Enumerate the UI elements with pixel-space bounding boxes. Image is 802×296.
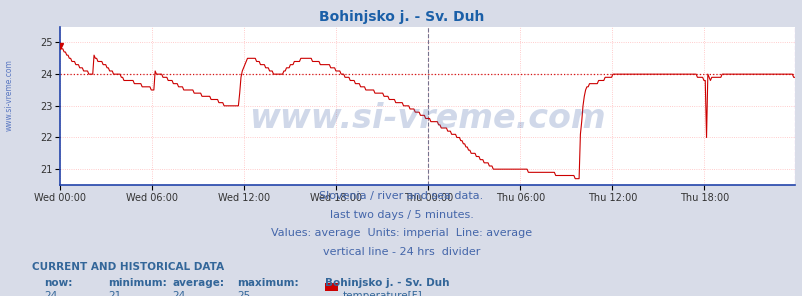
Text: Slovenia / river and sea data.: Slovenia / river and sea data. xyxy=(319,191,483,201)
Text: www.si-vreme.com: www.si-vreme.com xyxy=(5,59,14,131)
Text: minimum:: minimum: xyxy=(108,278,167,288)
Text: vertical line - 24 hrs  divider: vertical line - 24 hrs divider xyxy=(322,247,480,257)
Text: CURRENT AND HISTORICAL DATA: CURRENT AND HISTORICAL DATA xyxy=(32,262,224,272)
Text: 25: 25 xyxy=(237,291,250,296)
Text: last two days / 5 minutes.: last two days / 5 minutes. xyxy=(329,210,473,220)
Text: 21: 21 xyxy=(108,291,122,296)
Text: average:: average: xyxy=(172,278,225,288)
Text: 24: 24 xyxy=(44,291,58,296)
Text: now:: now: xyxy=(44,278,72,288)
Text: maximum:: maximum: xyxy=(237,278,298,288)
Text: 24: 24 xyxy=(172,291,186,296)
Text: temperature[F]: temperature[F] xyxy=(342,291,422,296)
Text: Bohinjsko j. - Sv. Duh: Bohinjsko j. - Sv. Duh xyxy=(325,278,449,288)
Text: Values: average  Units: imperial  Line: average: Values: average Units: imperial Line: av… xyxy=(270,228,532,238)
Text: www.si-vreme.com: www.si-vreme.com xyxy=(249,102,606,135)
Text: Bohinjsko j. - Sv. Duh: Bohinjsko j. - Sv. Duh xyxy=(318,10,484,24)
